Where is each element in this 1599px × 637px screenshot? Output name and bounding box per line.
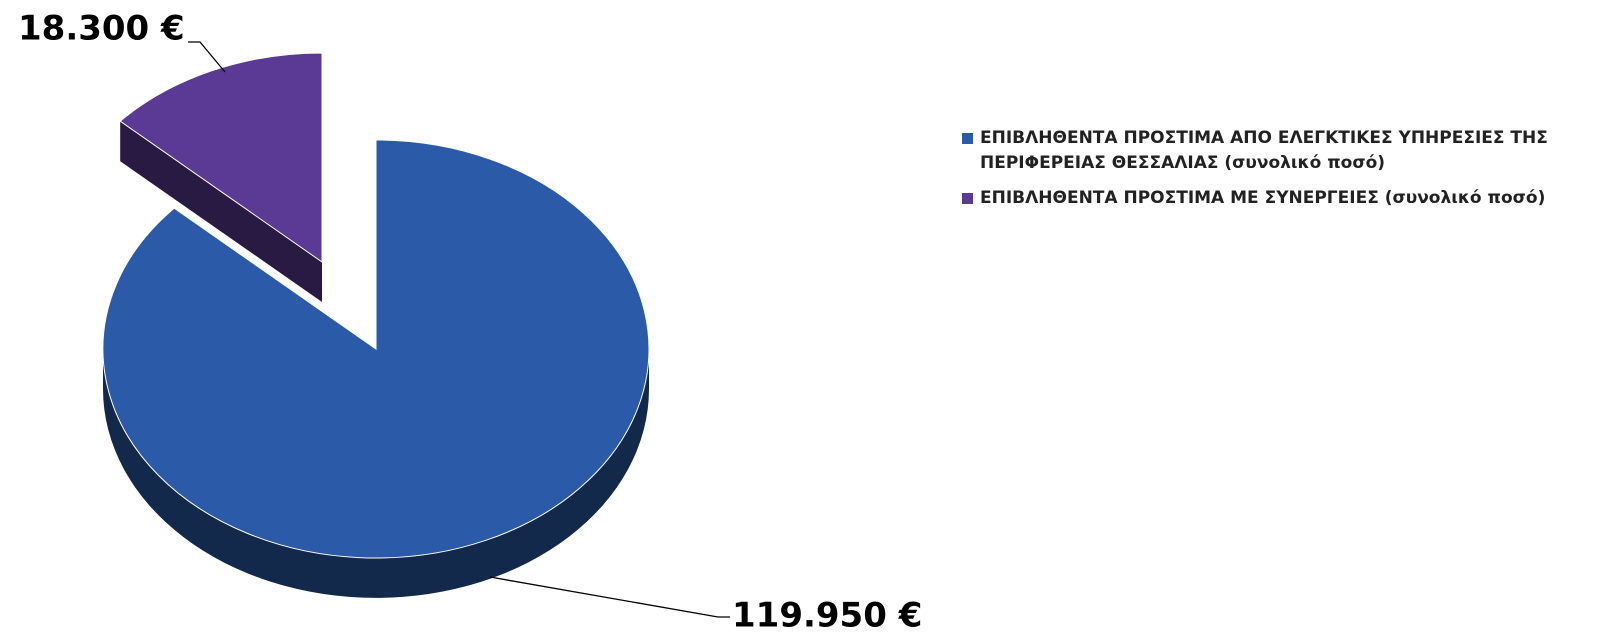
legend-swatch bbox=[962, 193, 973, 204]
leader-line bbox=[188, 41, 226, 73]
chart: 119.950 € 18.300 € bbox=[18, 9, 922, 636]
legend-item: ΕΠΙΒΛΗΘΕΝΤΑ ΠΡΟΣΤΙΜΑ ΑΠΟ ΕΛΕΓΚΤΙΚΕΣ ΥΠΗΡ… bbox=[962, 126, 1562, 176]
legend-label: ΕΠΙΒΛΗΘΕΝΤΑ ΠΡΟΣΤΙΜΑ ΜΕ ΣΥΝΕΡΓΕΙΕΣ (συνο… bbox=[980, 188, 1546, 208]
legend-swatch bbox=[962, 133, 973, 144]
legend: ΕΠΙΒΛΗΘΕΝΤΑ ΠΡΟΣΤΙΜΑ ΑΠΟ ΕΛΕΓΚΤΙΚΕΣ ΥΠΗΡ… bbox=[962, 126, 1562, 221]
slice bbox=[102, 139, 650, 559]
value-label: 18.300 € bbox=[18, 9, 185, 49]
legend-label: ΕΠΙΒΛΗΘΕΝΤΑ ΠΡΟΣΤΙΜΑ ΑΠΟ ΕΛΕΓΚΤΙΚΕΣ ΥΠΗΡ… bbox=[980, 128, 1548, 173]
slice bbox=[119, 52, 323, 263]
slice-side bbox=[120, 121, 322, 302]
leader-line bbox=[489, 576, 730, 618]
slice-wall bbox=[103, 349, 649, 598]
legend-item: ΕΠΙΒΛΗΘΕΝΤΑ ΠΡΟΣΤΙΜΑ ΜΕ ΣΥΝΕΡΓΕΙΕΣ (συνο… bbox=[962, 186, 1562, 211]
value-label: 119.950 € bbox=[732, 596, 922, 636]
